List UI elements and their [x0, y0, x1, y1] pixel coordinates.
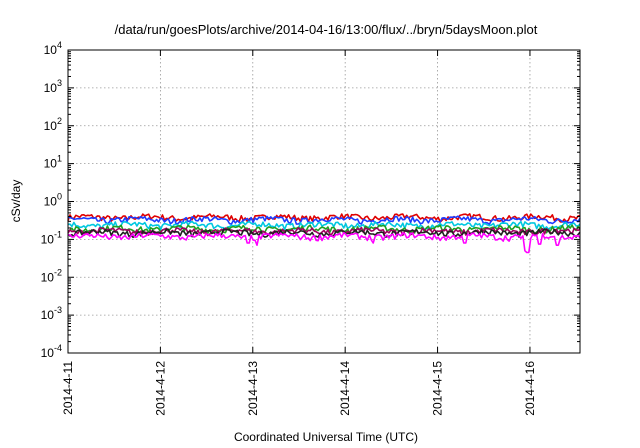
y-tick-label: 10-3: [41, 305, 62, 322]
x-tick-label: 2014-4-13: [246, 361, 260, 416]
x-axis-label: Coordinated Universal Time (UTC): [234, 430, 418, 444]
series-line: [67, 220, 581, 231]
x-tick-label: 2014-4-14: [338, 361, 352, 416]
y-axis: 10-4 10-3 10-2 10-1 100 101 102 103 104: [41, 40, 580, 360]
y-axis-label: cSv/day: [9, 180, 23, 223]
y-tick-label: 103: [44, 78, 62, 95]
series-line: [67, 215, 581, 226]
series-line: [67, 231, 581, 254]
y-tick-label: 104: [44, 40, 62, 57]
series-line: [67, 224, 581, 235]
series-group: [67, 213, 581, 254]
chart-title: /data/run/goesPlots/archive/2014-04-16/1…: [115, 22, 538, 37]
y-tick-label: 10-2: [41, 267, 62, 284]
grid: [68, 50, 580, 353]
y-tick-label: 102: [44, 116, 62, 133]
y-tick-label: 10-1: [41, 229, 62, 246]
y-tick-label: 100: [44, 192, 62, 209]
y-tick-label: 10-4: [41, 343, 62, 360]
x-tick-label: 2014-4-12: [153, 361, 167, 416]
x-tick-label: 2014-4-11: [61, 361, 75, 415]
x-tick-label: 2014-4-15: [431, 361, 445, 416]
y-tick-label: 101: [44, 154, 62, 171]
x-axis: 2014-4-11 2014-4-12 2014-4-13 2014-4-14 2014…: [61, 50, 537, 416]
x-tick-label: 2014-4-16: [523, 361, 537, 416]
